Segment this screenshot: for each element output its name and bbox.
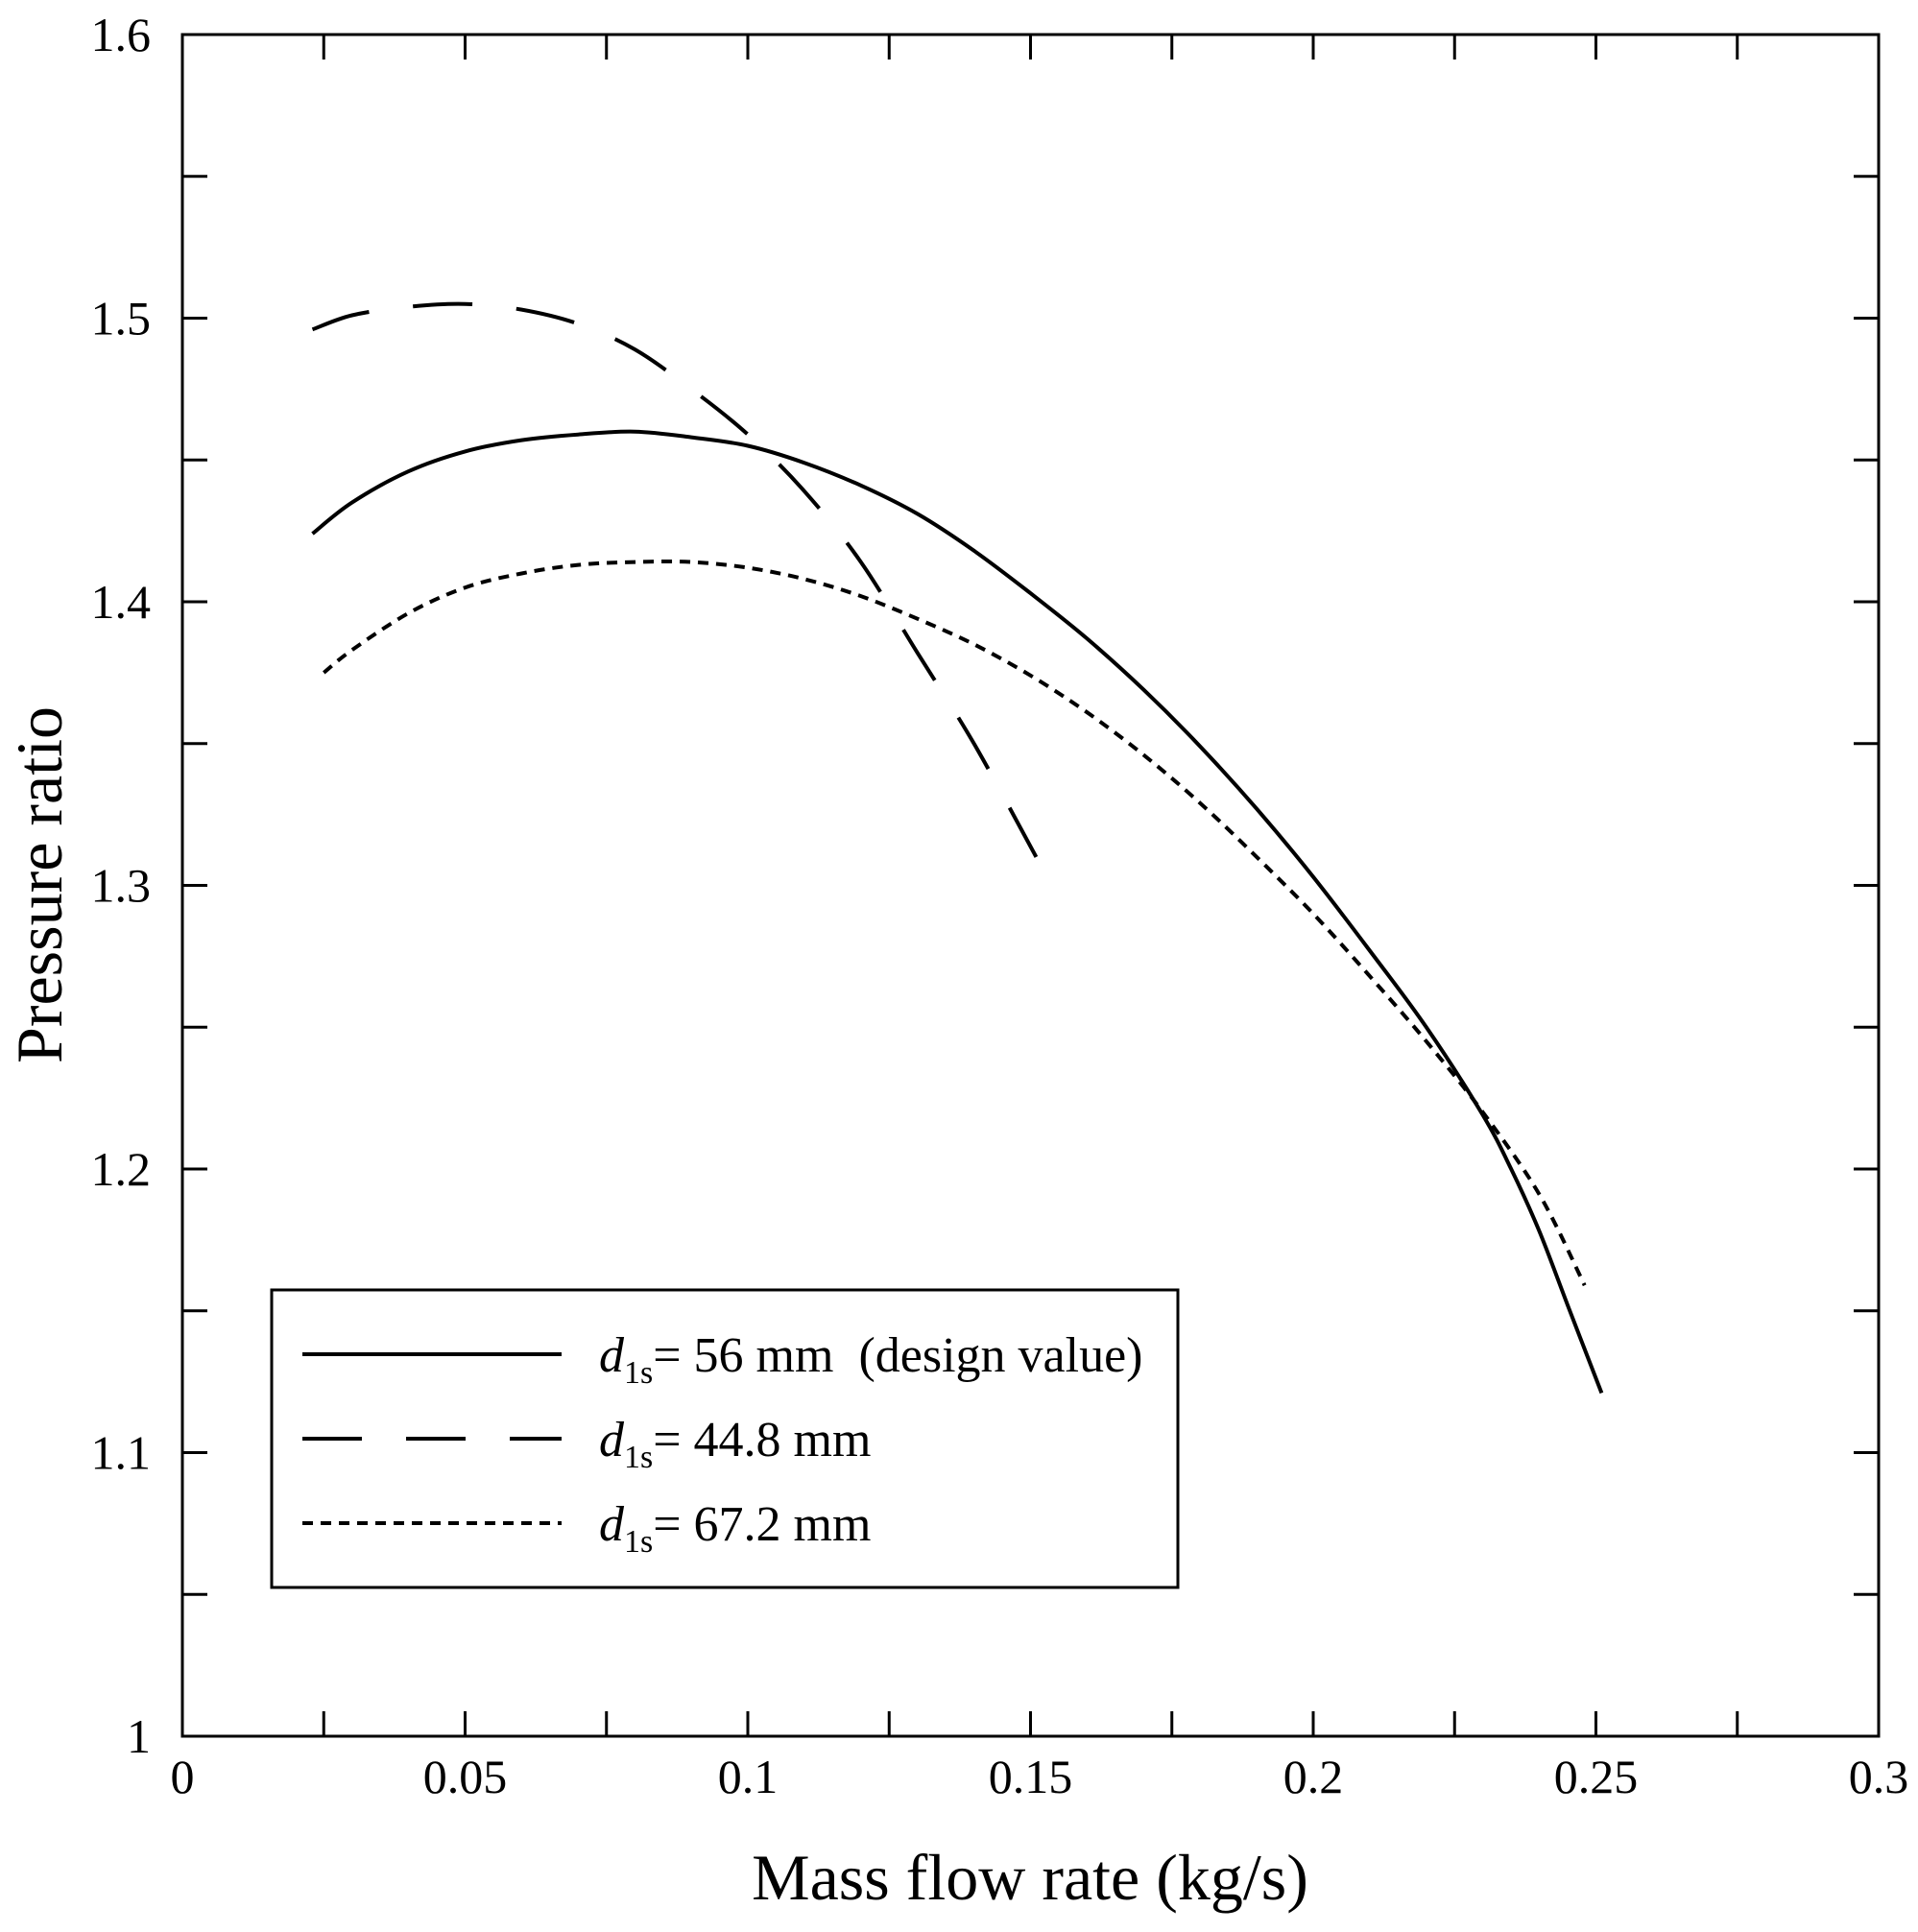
x-axis-title: Mass flow rate (kg/s) xyxy=(752,1841,1308,1914)
legend-subscript: 1s xyxy=(624,1440,653,1475)
legend-label: d1s= 56 mm (design value) xyxy=(599,1328,1142,1391)
x-tick-label: 0.25 xyxy=(1554,1750,1639,1803)
x-tick-label: 0.15 xyxy=(989,1750,1073,1803)
x-tick-label: 0.1 xyxy=(718,1750,779,1803)
legend-label: d1s= 44.8 mm xyxy=(599,1413,871,1475)
y-tick-label: 1.2 xyxy=(91,1142,152,1196)
series-line-d1s-67-2mm xyxy=(323,560,1587,1287)
y-tick-label: 1 xyxy=(127,1709,151,1763)
y-tick-label: 1.4 xyxy=(91,575,152,629)
x-tick-label: 0.3 xyxy=(1849,1750,1909,1803)
tick-labels: 0 0.05 0.1 0.15 0.2 0.25 0.3 1 1.1 1.2 1.3 1.4 1.5 1.… xyxy=(91,8,1909,1803)
legend-symbol: d xyxy=(599,1413,625,1467)
series-lines xyxy=(311,301,1604,1395)
x-tick-label: 0.05 xyxy=(423,1750,508,1803)
y-axis-title: Pressure ratio xyxy=(3,706,76,1063)
tick-marks xyxy=(182,35,1879,1736)
legend-subscript: 1s xyxy=(624,1524,653,1560)
legend-label: d1s= 67.2 mm xyxy=(599,1497,871,1560)
y-tick-label: 1.6 xyxy=(91,8,152,61)
x-tick-label: 0 xyxy=(171,1750,195,1803)
legend-subscript: 1s xyxy=(624,1355,653,1391)
legend-value: = 56 mm (design value) xyxy=(653,1328,1142,1383)
legend: d1s= 56 mm (design value)d1s= 44.8 mmd1s… xyxy=(270,1288,1180,1589)
y-tick-label: 1.3 xyxy=(91,859,152,913)
series-line-d1s-44-8mm xyxy=(311,301,1039,858)
legend-value: = 67.2 mm xyxy=(653,1497,871,1552)
x-tick-label: 0.2 xyxy=(1283,1750,1344,1803)
y-tick-label: 1.1 xyxy=(91,1426,152,1480)
legend-symbol: d xyxy=(599,1328,625,1383)
legend-symbol: d xyxy=(599,1497,625,1552)
legend-value: = 44.8 mm xyxy=(653,1413,871,1467)
y-tick-label: 1.5 xyxy=(91,292,152,346)
